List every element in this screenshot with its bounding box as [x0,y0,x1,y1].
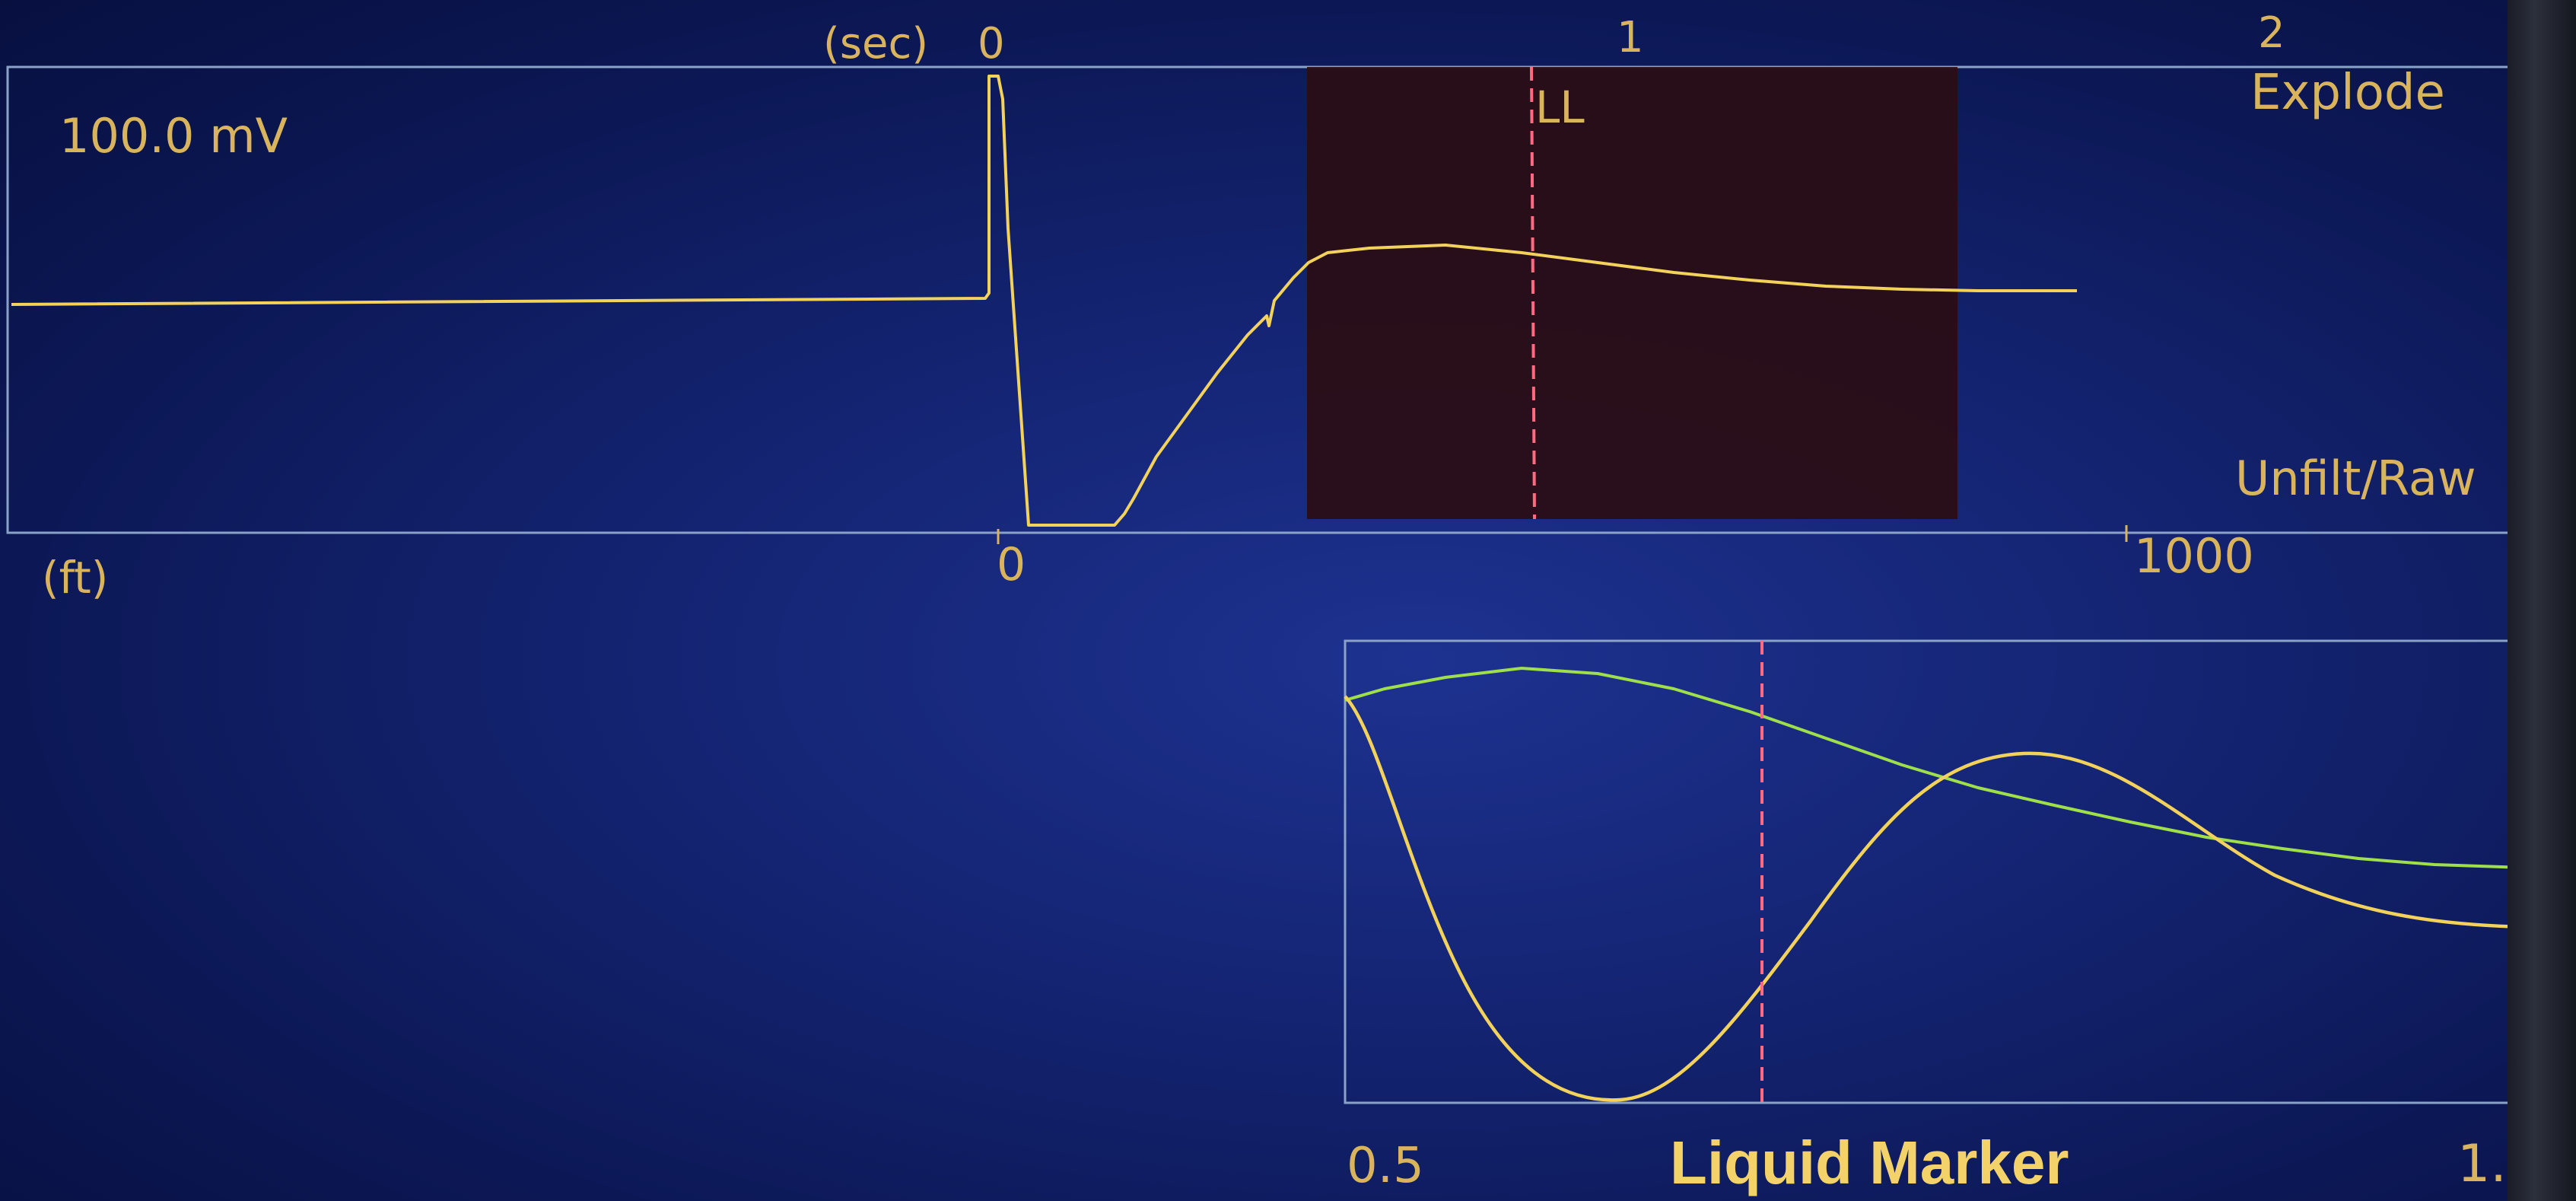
explode-panel-frame [1344,639,2526,1104]
time-unit-label: (sec) [823,19,929,68]
explode-x-min-label: 0.5 [1347,1138,1424,1194]
explode-green-trace [1344,667,2525,869]
time-tick-2: 2 [2258,8,2285,58]
time-tick-1: 1 [1617,13,1644,62]
explode-mode-button[interactable]: Explode [2250,65,2445,121]
device-bezel [2508,0,2576,1201]
top-panel-frame [6,65,2512,534]
time-tick-0: 0 [978,19,1005,68]
liquid-window-highlight[interactable] [1307,67,1957,519]
depth-tick-0: 0 [997,538,1026,591]
depth-tick-1000: 1000 [2134,528,2254,584]
scale-label: 100.0 mV [59,108,288,164]
filter-mode-label[interactable]: Unfilt/Raw [2235,451,2476,506]
depth-unit-label: (ft) [42,552,109,604]
ll-marker-label: LL [1535,81,1585,133]
acoustic-trace-line [11,75,2077,527]
explode-yellow-trace [1344,695,2525,1102]
explode-title: Liquid Marker [1670,1129,2069,1196]
ll-marker-line[interactable] [1530,66,1536,520]
